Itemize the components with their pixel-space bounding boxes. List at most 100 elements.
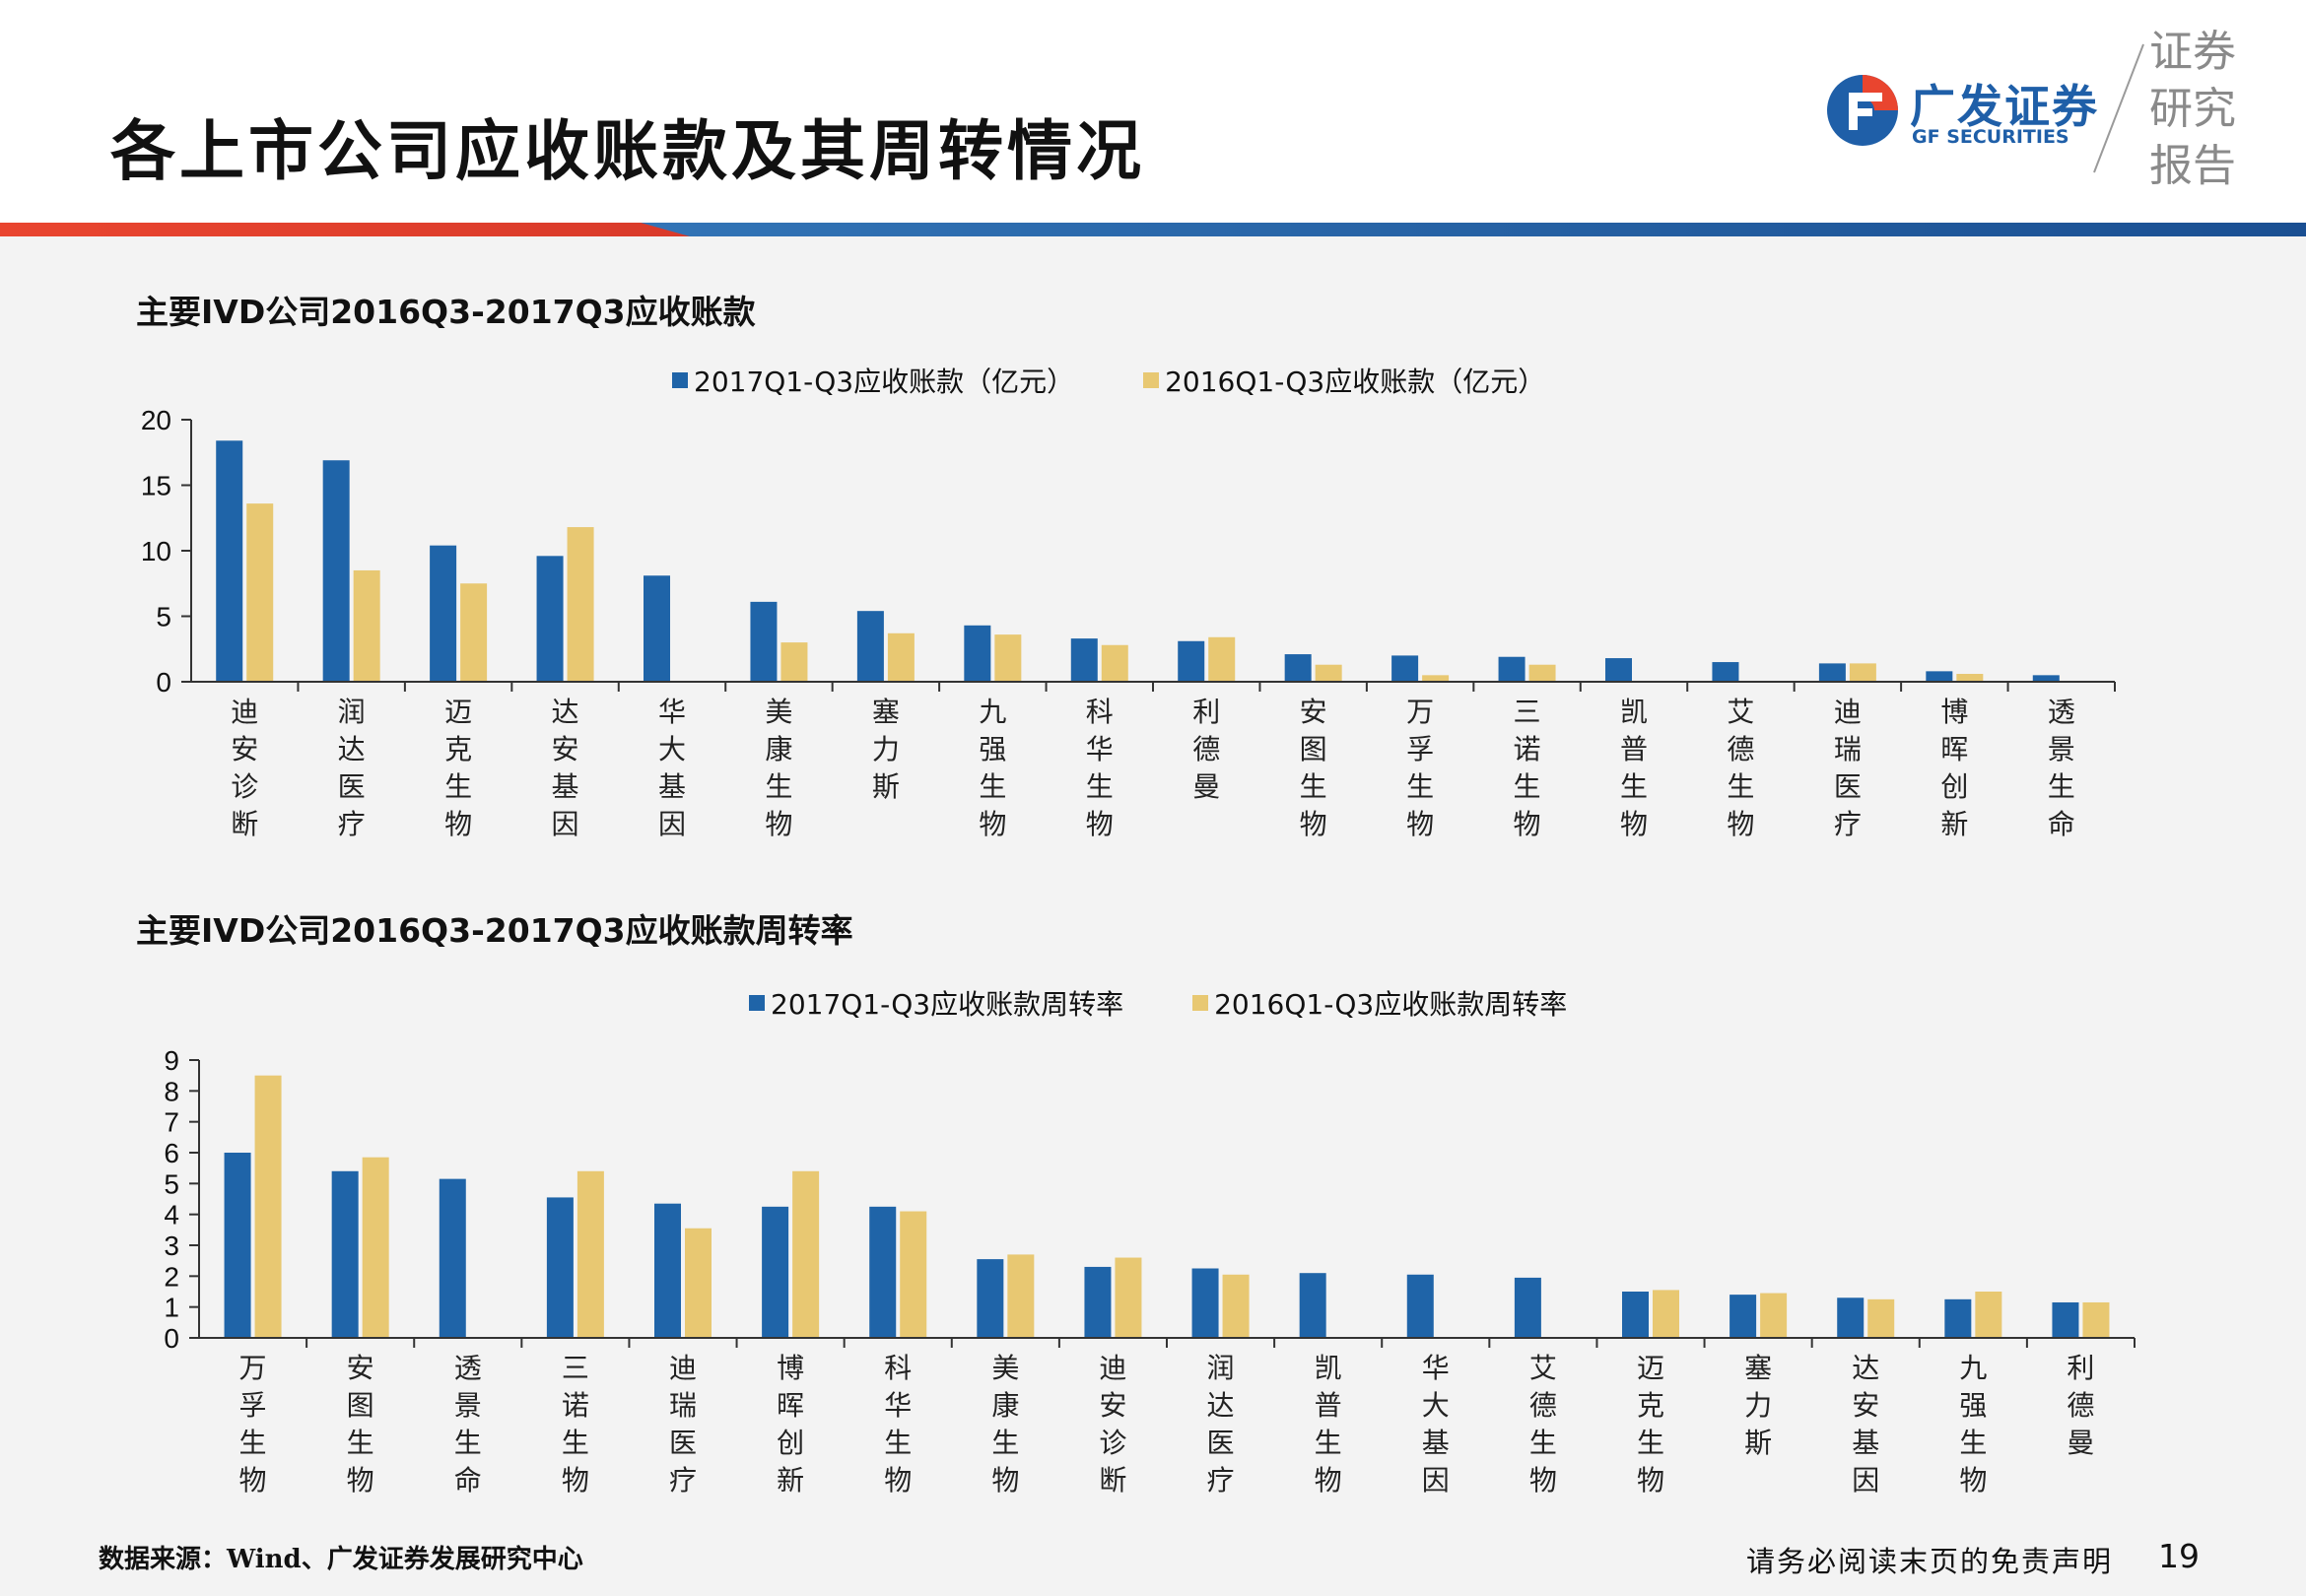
- bar-2016: [1975, 1292, 2002, 1338]
- x-category-label: 迪安诊断: [231, 696, 258, 840]
- y-tick-label: 2: [164, 1261, 179, 1292]
- chart-2-legend: 2017Q1-Q3应收账款周转率 2016Q1-Q3应收账款周转率: [749, 983, 1636, 1023]
- x-category-label: 透景生命: [2048, 696, 2075, 840]
- x-category-label: 润达医疗: [338, 696, 366, 840]
- chart-2-legend-item-2017: 2017Q1-Q3应收账款周转率: [749, 983, 1123, 1023]
- x-category-label: 九强生物: [1959, 1352, 1987, 1496]
- y-tick-label: 0: [156, 667, 171, 698]
- y-tick-label: 5: [164, 1168, 179, 1199]
- legend-swatch-2016: [1143, 372, 1160, 388]
- y-tick-label: 8: [164, 1076, 179, 1106]
- y-tick-label: 10: [141, 536, 171, 566]
- bar-2017: [1837, 1297, 1865, 1338]
- x-category-label: 博晖创新: [1940, 696, 1968, 840]
- bar-2017: [1926, 671, 1953, 682]
- chart-2-legend-item-2016: 2016Q1-Q3应收账款周转率: [1192, 983, 1567, 1023]
- bar-2017: [856, 611, 884, 682]
- chart-2-legend-label-2017: 2017Q1-Q3应收账款周转率: [771, 988, 1124, 1021]
- report-tag-line-1: 证券: [2149, 27, 2236, 77]
- bar-2017: [1730, 1295, 1757, 1338]
- header: 各上市公司应收账款及其周转情况 广发证券 GF SECURITIES 证券 研究…: [0, 0, 2306, 223]
- x-category-label: 达安基因: [1852, 1352, 1879, 1496]
- bar-2017: [322, 460, 350, 682]
- x-category-label: 凯普生物: [1620, 696, 1648, 840]
- bar-2016: [1208, 636, 1236, 682]
- legend-swatch-2017: [672, 372, 688, 388]
- bar-2017: [216, 440, 243, 682]
- bar-2016: [1101, 644, 1128, 682]
- bar-2016: [1760, 1293, 1788, 1338]
- x-category-label: 凯普生物: [1315, 1352, 1342, 1496]
- bar-2017: [2052, 1301, 2079, 1338]
- bar-2017: [1514, 1277, 1541, 1338]
- x-category-label: 华大基因: [1422, 1352, 1450, 1496]
- x-category-label: 万孚生物: [239, 1352, 267, 1496]
- bar-2017: [536, 556, 564, 682]
- bar-2016: [994, 634, 1022, 682]
- x-category-label: 安图生物: [1300, 696, 1327, 840]
- bar-2017: [977, 1259, 1004, 1338]
- logo-text-en: GF SECURITIES: [1912, 126, 2069, 148]
- bar-2017: [1084, 1266, 1112, 1338]
- bar-2016: [1849, 663, 1876, 682]
- x-category-label: 润达医疗: [1207, 1352, 1235, 1496]
- bar-2017: [1391, 655, 1419, 682]
- header-color-divider: [0, 223, 2306, 236]
- x-category-label: 三诺生物: [562, 1352, 589, 1496]
- y-tick-label: 4: [164, 1200, 179, 1230]
- y-tick-label: 5: [156, 602, 171, 632]
- chart-2-legend-label-2016: 2016Q1-Q3应收账款周转率: [1214, 988, 1568, 1021]
- page-title: 各上市公司应收账款及其周转情况: [110, 112, 1145, 189]
- y-tick-label: 7: [164, 1107, 179, 1138]
- y-tick-label: 1: [164, 1293, 179, 1323]
- bar-2017: [869, 1206, 897, 1338]
- x-category-label: 华大基因: [658, 696, 686, 840]
- bar-2016: [1007, 1254, 1035, 1338]
- x-category-label: 万孚生物: [1406, 696, 1434, 840]
- bar-2016: [900, 1211, 927, 1338]
- x-category-label: 迪安诊断: [1099, 1352, 1126, 1496]
- bar-2016: [780, 642, 808, 682]
- y-tick-label: 15: [141, 471, 171, 501]
- x-category-label: 迈克生物: [1637, 1352, 1664, 1496]
- x-category-label: 美康生物: [765, 696, 792, 840]
- x-category-label: 博晖创新: [777, 1352, 804, 1496]
- y-tick-label: 0: [164, 1323, 179, 1354]
- chart-1-legend-item-2016: 2016Q1-Q3应收账款（亿元）: [1143, 361, 1545, 400]
- logo-text-cn: 广发证券: [1910, 80, 2099, 133]
- y-tick-label: 6: [164, 1138, 179, 1168]
- header-slash-divider: [2093, 43, 2144, 173]
- bar-2016: [246, 503, 274, 682]
- bar-2017: [654, 1203, 681, 1338]
- chart-1-legend-label-2017: 2017Q1-Q3应收账款（亿元）: [694, 366, 1075, 398]
- bar-2017: [1944, 1298, 1972, 1338]
- gf-logo-icon: [1827, 75, 1898, 146]
- x-category-label: 迈克生物: [444, 696, 472, 840]
- x-category-label: 透景生命: [454, 1352, 482, 1496]
- bar-2016: [460, 583, 488, 682]
- bar-2016: [254, 1075, 282, 1338]
- x-category-label: 塞力斯: [872, 696, 900, 803]
- bar-2017: [1191, 1268, 1219, 1338]
- x-category-label: 迪瑞医疗: [1834, 696, 1862, 840]
- bar-2017: [1712, 662, 1739, 682]
- disclaimer-link[interactable]: 请务必阅读末页的免责声明: [1746, 1545, 2114, 1578]
- bar-2016: [362, 1157, 389, 1338]
- chart-1-legend: 2017Q1-Q3应收账款（亿元） 2016Q1-Q3应收账款（亿元）: [672, 361, 1614, 400]
- bar-2017: [750, 601, 778, 682]
- bar-2016: [1956, 674, 1984, 682]
- bar-2016: [567, 527, 594, 682]
- chart-1-title: 主要IVD公司2016Q3-2017Q3应收账款: [136, 293, 756, 331]
- x-category-label: 达安基因: [552, 696, 579, 840]
- x-category-label: 三诺生物: [1514, 696, 1541, 840]
- bar-2016: [1315, 664, 1342, 682]
- bar-2016: [1653, 1290, 1679, 1338]
- bar-2017: [1070, 638, 1098, 682]
- bar-2017: [1284, 654, 1312, 682]
- bar-2016: [1867, 1298, 1895, 1338]
- y-tick-label: 9: [164, 1045, 179, 1076]
- x-category-label: 安图生物: [347, 1352, 374, 1496]
- gf-securities-logo: 广发证券 GF SECURITIES: [1823, 63, 2119, 162]
- x-category-label: 塞力斯: [1744, 1352, 1772, 1459]
